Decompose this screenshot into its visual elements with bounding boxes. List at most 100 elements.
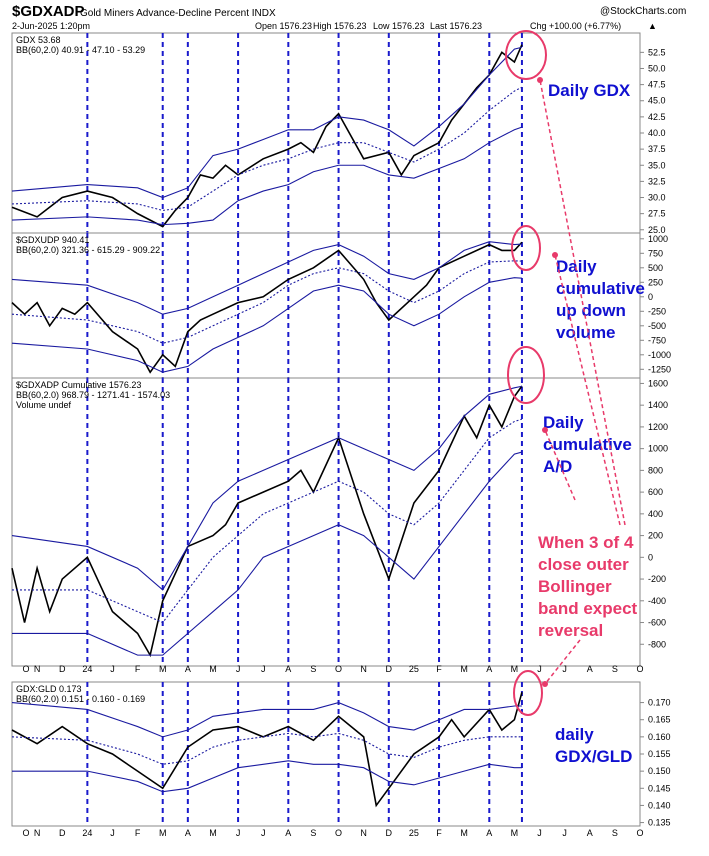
y-tick-label: 0.135	[648, 818, 671, 828]
highlight-circle	[511, 225, 541, 271]
price-line	[11, 692, 523, 808]
legend-volume: Volume undef	[16, 400, 72, 410]
x-month-label: M	[460, 664, 468, 674]
y-tick-label: -500	[648, 321, 666, 331]
x-month-label: O	[335, 664, 342, 674]
x-month-label: 25	[409, 664, 419, 674]
x-month-label: J	[261, 828, 266, 838]
high-value: High 1576.23	[313, 21, 367, 31]
annotation-adl: Daily	[543, 413, 584, 432]
y-tick-label: -800	[648, 639, 666, 649]
y-tick-label: 35.0	[648, 160, 666, 170]
x-month-label: D	[386, 664, 393, 674]
x-month-label: J	[110, 664, 115, 674]
legend-primary: $GDXUDP 940.41	[16, 235, 89, 245]
legend-bands: BB(60,2.0) 0.151 - 0.160 - 0.169	[16, 694, 145, 704]
x-month-label: 24	[82, 828, 92, 838]
legend-bands: BB(60,2.0) 40.91 - 47.10 - 53.29	[16, 45, 145, 55]
source-credit: @StockCharts.com	[600, 6, 686, 17]
x-month-label: J	[261, 664, 266, 674]
annotation-reversal-note: close outer	[538, 555, 629, 574]
y-tick-label: 0.145	[648, 783, 671, 793]
x-month-label: J	[537, 664, 542, 674]
y-tick-label: 40.0	[648, 128, 666, 138]
x-month-label: A	[285, 664, 291, 674]
y-tick-label: 0.170	[648, 698, 671, 708]
band-line	[11, 732, 522, 765]
y-tick-label: 27.5	[648, 209, 666, 219]
change-value: Chg +100.00 (+6.77%)	[530, 21, 621, 31]
panel-frame	[11, 232, 641, 379]
low-value: Low 1576.23	[373, 21, 425, 31]
x-month-label: A	[185, 664, 191, 674]
annotation-reversal-note: reversal	[538, 621, 603, 640]
band-line	[11, 241, 522, 315]
x-month-label: J	[110, 828, 115, 838]
panel-udv: -1250 -1000 -750 -500 -250 0 250 500 750 1000 $GDX…	[11, 232, 671, 379]
x-month-label: A	[285, 828, 291, 838]
y-tick-label: -200	[648, 574, 666, 584]
band-line	[11, 86, 523, 211]
y-tick-label: 250	[648, 277, 663, 287]
annotation-adl: A/D	[543, 457, 572, 476]
datetime: 2-Jun-2025 1:20pm	[12, 21, 90, 31]
x-month-label: M	[159, 664, 167, 674]
open-value: Open 1576.23	[255, 21, 312, 31]
x-month-label: N	[34, 664, 41, 674]
y-tick-label: 500	[648, 263, 663, 273]
band-line	[11, 46, 523, 199]
annotation-reversal-note: Bollinger	[538, 577, 612, 596]
reversal-arrow	[544, 639, 581, 685]
price-line	[11, 385, 523, 658]
y-tick-label: 32.5	[648, 176, 666, 186]
y-tick-label: 0	[648, 292, 653, 302]
x-month-label: O	[22, 828, 29, 838]
y-tick-label: 37.5	[648, 144, 666, 154]
band-line	[12, 760, 522, 793]
y-tick-label: 42.5	[648, 112, 666, 122]
y-tick-label: -250	[648, 306, 666, 316]
annotation-reversal-note: band expect	[538, 599, 638, 618]
annotation-udv: Daily	[556, 257, 597, 276]
legend-primary: GDX:GLD 0.173	[16, 684, 82, 694]
band-line	[11, 260, 522, 344]
x-month-label: D	[59, 664, 66, 674]
x-month-label: F	[135, 664, 141, 674]
band-line	[12, 418, 523, 624]
reversal-arrow	[554, 254, 621, 526]
panel-frame	[11, 377, 641, 667]
highlight-circle	[513, 670, 543, 716]
y-tick-label: 0.150	[648, 766, 671, 776]
band-line	[11, 701, 522, 738]
y-tick-label: 52.5	[648, 47, 666, 57]
panel-ratio: 0.135 0.140 0.145 0.150 0.155 0.160 0.165 0.170…	[11, 681, 671, 828]
legend-primary: $GDXADP Cumulative 1576.23	[16, 380, 141, 390]
y-tick-label: 800	[648, 465, 663, 475]
y-tick-label: -1000	[648, 350, 671, 360]
up-arrow-icon: ▲	[648, 21, 657, 31]
legend-bands: BB(60,2.0) 321.36 - 615.29 - 909.22	[16, 245, 160, 255]
legend-bands: BB(60,2.0) 968.79 - 1271.41 - 1574.03	[16, 390, 170, 400]
highlight-circle	[507, 346, 545, 404]
x-month-label: M	[209, 828, 217, 838]
y-tick-label: 0.140	[648, 800, 671, 810]
y-tick-label: 50.0	[648, 63, 666, 73]
annotation-adl: cumulative	[543, 435, 632, 454]
x-month-label: M	[209, 664, 217, 674]
band-line	[11, 385, 523, 591]
x-month-label: F	[436, 828, 442, 838]
y-tick-label: 1200	[648, 422, 668, 432]
legend-primary: GDX 53.68	[16, 35, 61, 45]
y-tick-label: -600	[648, 618, 666, 628]
annotation-udv: up down	[556, 301, 626, 320]
y-tick-label: 600	[648, 487, 663, 497]
y-tick-label: 0	[648, 552, 653, 562]
annotation-gdx: Daily GDX	[548, 81, 631, 100]
x-month-label: J	[236, 664, 241, 674]
y-tick-label: 400	[648, 509, 663, 519]
x-month-label: M	[460, 828, 468, 838]
arrow-head	[542, 681, 548, 687]
reversal-arrow	[544, 429, 576, 501]
annotations: Daily GDX Daily cumulative up down volume Dai…	[505, 30, 645, 766]
